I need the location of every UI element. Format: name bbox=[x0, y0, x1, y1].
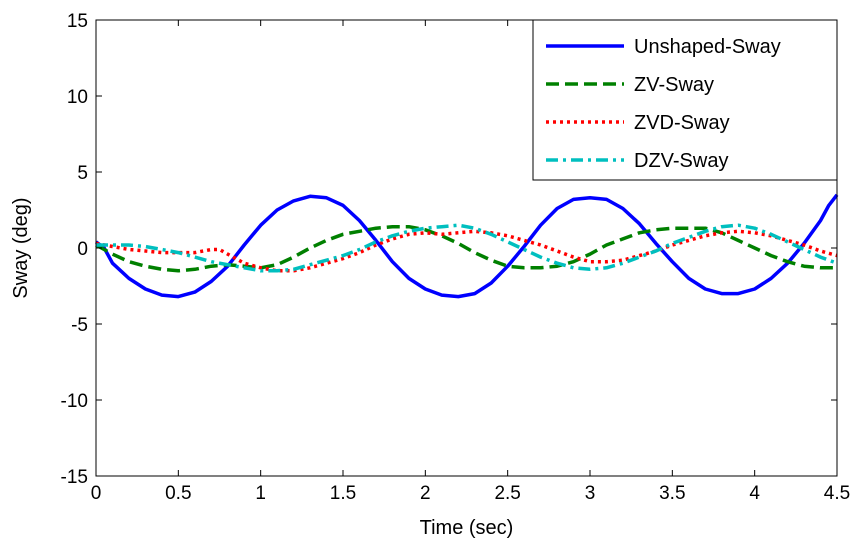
x-axis: 0 0.5 1 1.5 2 2.5 3 3.5 4 4.5 bbox=[91, 20, 850, 504]
x-tick-label: 2.5 bbox=[494, 483, 520, 504]
x-axis-label: Time (sec) bbox=[420, 517, 514, 539]
series-line-2 bbox=[95, 224, 837, 273]
y-tick-label: 10 bbox=[67, 87, 88, 108]
x-tick-label: 3 bbox=[585, 483, 596, 504]
x-tick-label: 0.5 bbox=[165, 483, 191, 504]
y-tick-label: 15 bbox=[67, 11, 88, 32]
x-tick-label: 1.5 bbox=[330, 483, 356, 504]
y-tick-label: 0 bbox=[77, 239, 88, 260]
x-tick-label: 0 bbox=[91, 483, 102, 504]
series-line-1 bbox=[94, 193, 839, 299]
legend: Unshaped-Sway ZV-Sway ZVD-Sway DZV-Sway bbox=[532, 19, 838, 181]
legend-label-1: Unshaped-Sway bbox=[634, 36, 781, 58]
y-tick-label: -15 bbox=[61, 467, 88, 488]
x-tick-label: 4.5 bbox=[824, 483, 850, 504]
y-tick-label: -5 bbox=[71, 315, 88, 336]
x-tick-label: 4 bbox=[749, 483, 760, 504]
y-axis: -15 -10 -5 0 5 10 15 bbox=[61, 11, 837, 488]
series-line-4 bbox=[96, 223, 838, 273]
legend-entries: Unshaped-Sway ZV-Sway ZVD-Sway DZV-Sway bbox=[546, 36, 781, 172]
y-tick-label: 5 bbox=[77, 163, 88, 184]
x-tick-label: 1 bbox=[255, 483, 266, 504]
x-tick-label: 3.5 bbox=[659, 483, 685, 504]
y-axis-label: Sway (deg) bbox=[10, 197, 32, 298]
series-line-3 bbox=[95, 229, 838, 273]
legend-label-3: ZVD-Sway bbox=[634, 112, 730, 134]
y-tick-label: -10 bbox=[61, 391, 88, 412]
x-tick-label: 2 bbox=[420, 483, 431, 504]
legend-label-2: ZV-Sway bbox=[634, 74, 714, 96]
series-layer bbox=[94, 193, 839, 299]
legend-label-4: DZV-Sway bbox=[634, 150, 728, 172]
